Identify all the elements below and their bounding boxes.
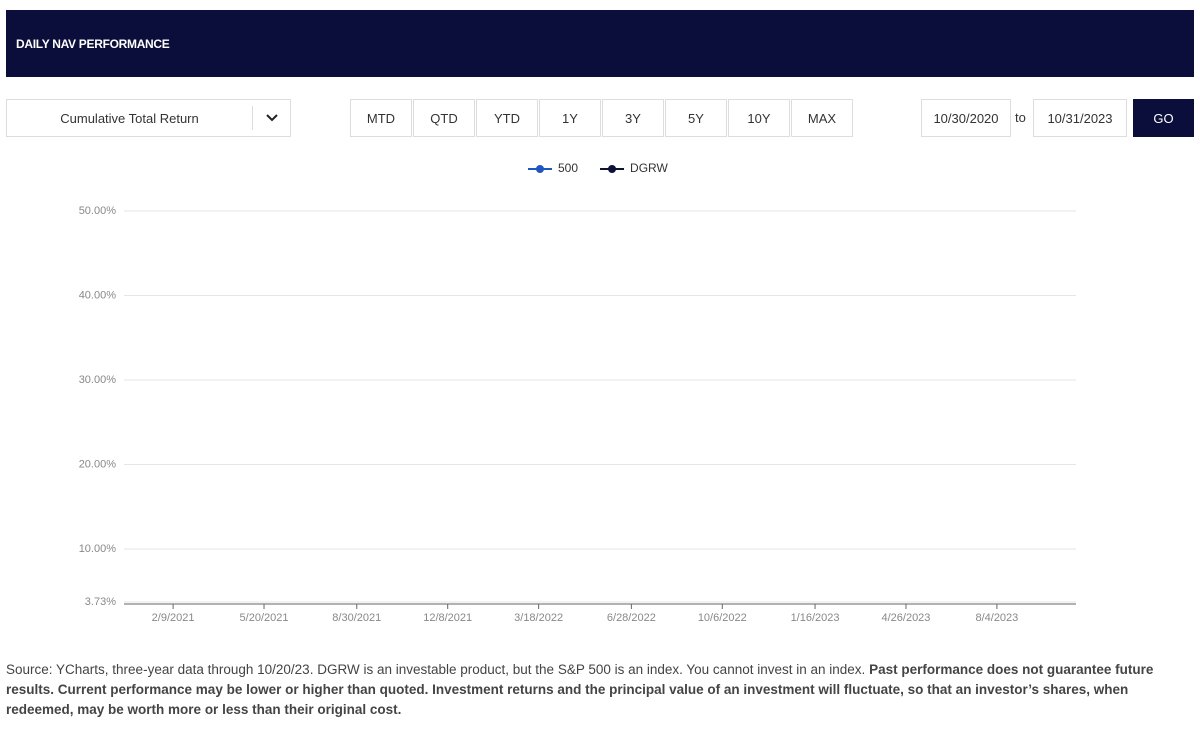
footer-text: Source: YCharts, three-year data through… [6, 662, 866, 677]
legend-marker [608, 165, 617, 173]
x-tick-label: 10/6/2022 [698, 612, 747, 624]
go-label: GO [1153, 110, 1174, 126]
y-tick-label: 30.00% [79, 374, 117, 386]
chevron [266, 114, 278, 122]
x-tick-label: 6/28/2022 [607, 612, 656, 624]
x-tick-label: 12/8/2021 [423, 612, 472, 624]
x-tick-label: 4/26/2023 [881, 612, 930, 624]
x-tick-label: 2/9/2021 [152, 612, 195, 624]
header: DAILY NAV PERFORMANCE [6, 10, 1194, 77]
period-button[interactable]: MAX [791, 99, 853, 137]
legend-label: 500 [558, 161, 578, 175]
date-to[interactable]: 10/31/2023 [1033, 99, 1127, 137]
date-to-text: 10/31/2023 [1047, 110, 1113, 126]
go-button[interactable]: GO [1133, 99, 1194, 137]
date-from-text: 10/30/2020 [933, 110, 999, 126]
footer-bold: Past performance does not guarantee futu… [6, 662, 1154, 717]
period-button[interactable]: 3Y [602, 99, 664, 137]
legend-label: DGRW [630, 161, 668, 175]
footer: Source: YCharts, three-year data through… [6, 660, 1194, 720]
y-tick-label: 40.00% [79, 289, 117, 301]
period-button[interactable]: QTD [413, 99, 475, 137]
y-tick-label: 10.00% [79, 543, 117, 555]
dropdown[interactable]: Cumulative Total Return [6, 99, 291, 137]
x-tick-label: 8/4/2023 [975, 612, 1018, 624]
dropdown-label: Cumulative Total Return [60, 110, 199, 126]
period-button[interactable]: 1Y [539, 99, 601, 137]
y-tick-label: 3.73% [85, 596, 116, 608]
x-tick-label: 8/30/2021 [332, 612, 381, 624]
x-tick-label: 1/16/2023 [791, 612, 840, 624]
legend-marker [536, 165, 544, 173]
period-button[interactable]: YTD [476, 99, 538, 137]
period-button[interactable]: MTD [350, 99, 412, 137]
date-from[interactable]: 10/30/2020 [921, 99, 1011, 137]
period-button[interactable]: 10Y [728, 99, 790, 137]
chart: 3.73% 10.00% 20.00% 30.00% 40.00% 50.00% 2/9/2… [79, 161, 1076, 624]
period-button[interactable]: 5Y [665, 99, 727, 137]
y-tick-label: 20.00% [79, 458, 117, 470]
date-separator: to [1015, 110, 1026, 125]
y-tick-label: 50.00% [79, 205, 117, 217]
header-title: DAILY NAV PERFORMANCE [16, 37, 170, 51]
x-tick-label: 5/20/2021 [240, 612, 289, 624]
x-tick-label: 3/18/2022 [514, 612, 563, 624]
